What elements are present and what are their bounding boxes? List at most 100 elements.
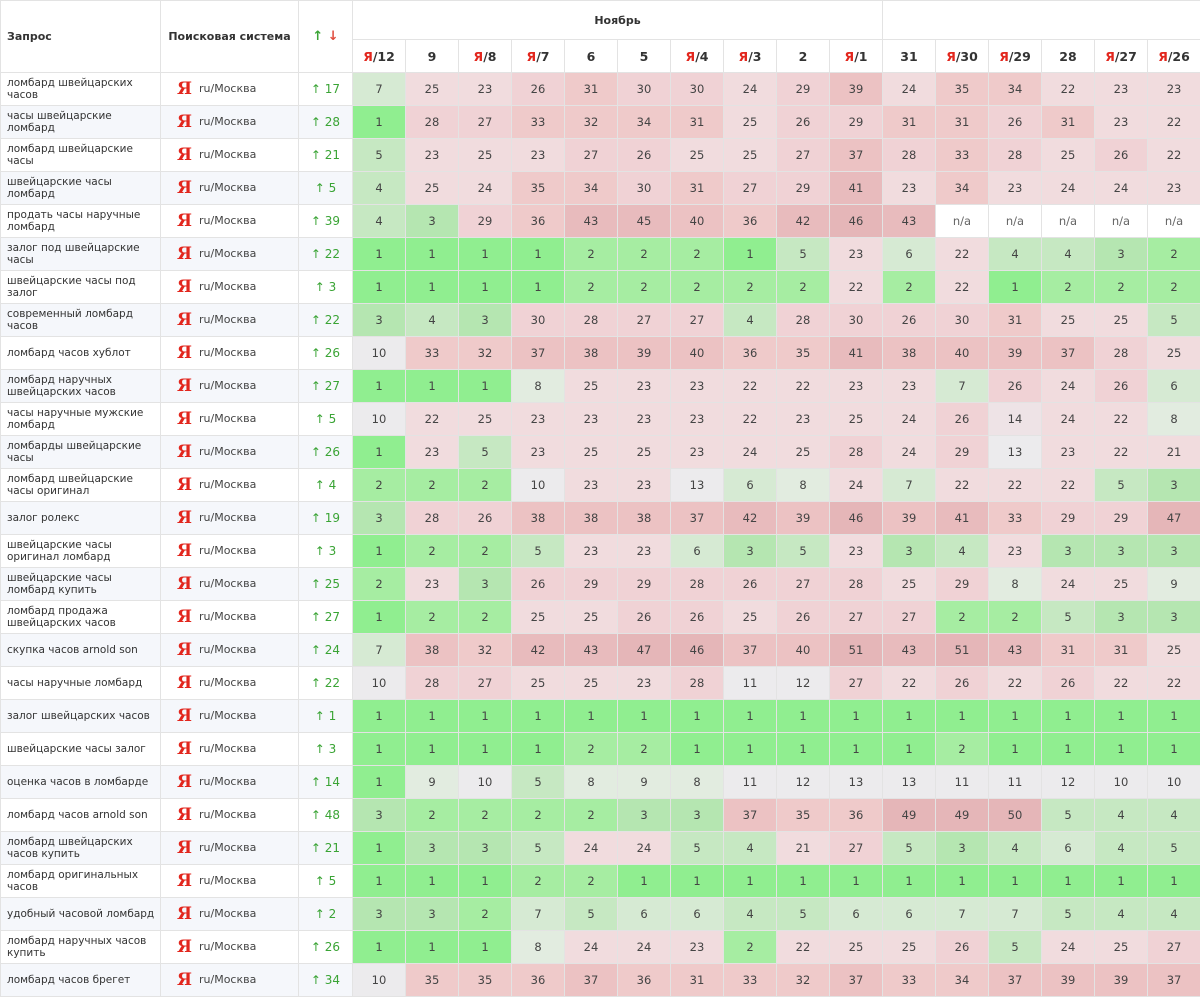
position-cell: 1 bbox=[459, 238, 512, 271]
date-column-header[interactable]: Я/3 bbox=[724, 40, 777, 73]
date-column-header[interactable]: 6 bbox=[565, 40, 618, 73]
query-cell[interactable]: швейцарские часы под залог bbox=[1, 271, 161, 304]
date-column-header[interactable]: 9 bbox=[406, 40, 459, 73]
query-cell[interactable]: швейцарские часы ломбард купить bbox=[1, 568, 161, 601]
sort-delta-header[interactable]: ↑ ↓ bbox=[299, 1, 353, 73]
position-cell: 3 bbox=[1095, 601, 1148, 634]
query-cell[interactable]: часы наручные мужские ломбард bbox=[1, 403, 161, 436]
position-cell: 3 bbox=[1042, 535, 1095, 568]
date-column-header[interactable]: Я/27 bbox=[1095, 40, 1148, 73]
position-cell: 4 bbox=[1148, 799, 1200, 832]
query-cell[interactable]: залог швейцарских часов bbox=[1, 700, 161, 733]
query-cell[interactable]: ломбард швейцарские часы bbox=[1, 139, 161, 172]
region-label: ru/Москва bbox=[199, 808, 256, 821]
position-cell: 2 bbox=[671, 271, 724, 304]
position-cell: 33 bbox=[883, 964, 936, 997]
query-cell[interactable]: швейцарские часы оригинал ломбард bbox=[1, 535, 161, 568]
query-cell[interactable]: часы швейцарские ломбард bbox=[1, 106, 161, 139]
position-cell: 3 bbox=[671, 799, 724, 832]
delta-cell: ↑ 22 bbox=[299, 667, 353, 700]
position-cell: 35 bbox=[406, 964, 459, 997]
query-cell[interactable]: продать часы наручные ломбард bbox=[1, 205, 161, 238]
position-cell: 1 bbox=[353, 436, 406, 469]
position-cell: 1 bbox=[459, 370, 512, 403]
position-cell: 25 bbox=[830, 931, 883, 964]
query-cell[interactable]: залог под швейцарские часы bbox=[1, 238, 161, 271]
query-cell[interactable]: ломбард швейцарские часы оригинал bbox=[1, 469, 161, 502]
date-column-header[interactable]: Я/30 bbox=[936, 40, 989, 73]
position-cell: 31 bbox=[671, 106, 724, 139]
position-cell: 35 bbox=[512, 172, 565, 205]
region-label: ru/Москва bbox=[199, 148, 256, 161]
position-cell: 22 bbox=[1095, 667, 1148, 700]
position-cell: 25 bbox=[724, 601, 777, 634]
position-cell: 8 bbox=[512, 931, 565, 964]
query-cell[interactable]: ломбард наручных часов купить bbox=[1, 931, 161, 964]
position-cell: 36 bbox=[724, 337, 777, 370]
date-column-header[interactable]: 28 bbox=[1042, 40, 1095, 73]
query-column-header[interactable]: Запрос bbox=[1, 1, 161, 73]
position-cell: 5 bbox=[1042, 898, 1095, 931]
query-cell[interactable]: современный ломбард часов bbox=[1, 304, 161, 337]
query-cell[interactable]: ломбард часов брегет bbox=[1, 964, 161, 997]
position-cell: 39 bbox=[1095, 964, 1148, 997]
position-cell: 24 bbox=[830, 469, 883, 502]
query-cell[interactable]: ломбард часов хублот bbox=[1, 337, 161, 370]
query-cell[interactable]: ломбард швейцарских часов купить bbox=[1, 832, 161, 865]
position-cell: 1 bbox=[671, 700, 724, 733]
position-cell: 42 bbox=[512, 634, 565, 667]
date-label: /26 bbox=[1168, 49, 1190, 64]
query-cell[interactable]: ломбард швейцарских часов bbox=[1, 73, 161, 106]
position-cell: 26 bbox=[989, 106, 1042, 139]
date-column-header[interactable]: Я/4 bbox=[671, 40, 724, 73]
date-column-header[interactable]: Я/12 bbox=[353, 40, 406, 73]
query-cell[interactable]: ломбард часов arnold son bbox=[1, 799, 161, 832]
position-cell: 3 bbox=[459, 832, 512, 865]
region-label: ru/Москва bbox=[199, 115, 256, 128]
engine-column-header[interactable]: Поисковая система bbox=[161, 1, 299, 73]
date-column-header[interactable]: Я/1 bbox=[830, 40, 883, 73]
yandex-logo-icon: Я bbox=[177, 937, 192, 957]
sort-up-arrow-icon[interactable]: ↑ bbox=[312, 29, 323, 44]
position-cell: 23 bbox=[830, 535, 883, 568]
date-column-header[interactable]: 2 bbox=[777, 40, 830, 73]
query-cell[interactable]: швейцарские часы залог bbox=[1, 733, 161, 766]
date-column-header[interactable]: Я/8 bbox=[459, 40, 512, 73]
query-cell[interactable]: ломбард продажа швейцарских часов bbox=[1, 601, 161, 634]
position-cell: 2 bbox=[512, 865, 565, 898]
query-cell[interactable]: швейцарские часы ломбард bbox=[1, 172, 161, 205]
sort-down-arrow-icon[interactable]: ↓ bbox=[328, 29, 339, 44]
query-cell[interactable]: ломбарды швейцарские часы bbox=[1, 436, 161, 469]
query-cell[interactable]: оценка часов в ломбарде bbox=[1, 766, 161, 799]
position-cell: 1 bbox=[459, 931, 512, 964]
date-column-header[interactable]: 5 bbox=[618, 40, 671, 73]
position-cell: 5 bbox=[989, 931, 1042, 964]
date-label: 9 bbox=[428, 49, 437, 64]
region-label: ru/Москва bbox=[199, 973, 256, 986]
position-cell: 2 bbox=[459, 898, 512, 931]
query-cell[interactable]: ломбард оригинальных часов bbox=[1, 865, 161, 898]
delta-cell: ↑ 27 bbox=[299, 601, 353, 634]
query-cell[interactable]: ломбард наручных швейцарских часов bbox=[1, 370, 161, 403]
delta-cell: ↑ 24 bbox=[299, 634, 353, 667]
date-column-header[interactable]: 31 bbox=[883, 40, 936, 73]
query-cell[interactable]: скупка часов arnold son bbox=[1, 634, 161, 667]
query-cell[interactable]: часы наручные ломбард bbox=[1, 667, 161, 700]
position-cell: 5 bbox=[883, 832, 936, 865]
position-cell: 25 bbox=[724, 106, 777, 139]
position-cell: 31 bbox=[671, 172, 724, 205]
date-column-header[interactable]: Я/29 bbox=[989, 40, 1042, 73]
date-column-header[interactable]: Я/7 bbox=[512, 40, 565, 73]
query-cell[interactable]: удобный часовой ломбард bbox=[1, 898, 161, 931]
position-cell: 1 bbox=[671, 733, 724, 766]
position-cell: 36 bbox=[830, 799, 883, 832]
date-column-header[interactable]: Я/26 bbox=[1148, 40, 1200, 73]
query-cell[interactable]: залог ролекс bbox=[1, 502, 161, 535]
position-cell: 1 bbox=[353, 733, 406, 766]
